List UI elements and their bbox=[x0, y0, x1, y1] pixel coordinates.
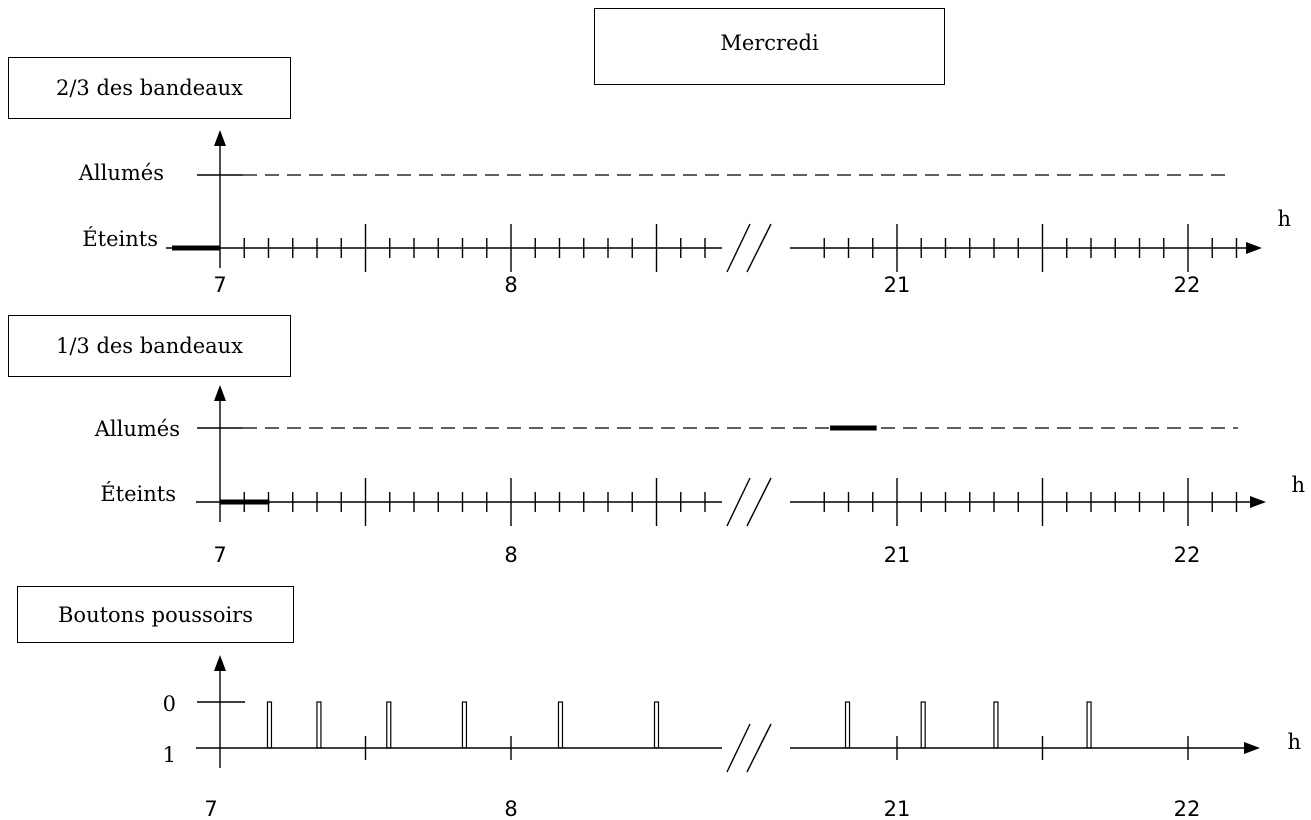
panel-1-time-axis-arrow bbox=[1246, 242, 1262, 254]
panel-3-pulse-4 bbox=[557, 701, 564, 749]
panel-title-box-1: 2/3 des bandeaux bbox=[8, 57, 291, 119]
panel-2-low-label: Éteints bbox=[100, 482, 176, 506]
panel-2-high-label: Allumés bbox=[94, 417, 180, 441]
panel-title-2: 1/3 des bandeaux bbox=[55, 334, 244, 358]
panel-1-tick-label-22: 22 bbox=[1174, 273, 1201, 297]
panel-1-tick-label-8: 8 bbox=[504, 273, 517, 297]
day-title-box: Mercredi bbox=[594, 8, 945, 85]
panel-1-axis-break-mark-1 bbox=[726, 223, 751, 273]
panel-3-pulse-7 bbox=[920, 701, 926, 749]
panel-3-pulse-6 bbox=[844, 701, 851, 749]
panel-3-time-axis-arrow bbox=[1244, 742, 1260, 754]
panel-1-tick-label-21: 21 bbox=[884, 273, 911, 297]
panel-3-pulse-5 bbox=[653, 701, 660, 749]
panel-3-unit-label: h bbox=[1287, 730, 1301, 754]
panel-3-pulse-3 bbox=[461, 701, 468, 749]
panel-3-pulse-1 bbox=[316, 701, 322, 749]
day-title: Mercredi bbox=[720, 31, 819, 55]
panel-title-box-2: 1/3 des bandeaux bbox=[8, 315, 291, 377]
panel-3-tick-label-21: 21 bbox=[884, 797, 911, 820]
panel-2-time-axis-arrow bbox=[1250, 496, 1266, 508]
panel-2-axis-break-mark-1 bbox=[726, 477, 751, 527]
panel-1-high-label: Allumés bbox=[78, 161, 164, 185]
panel-2-axis-break-mark-2 bbox=[746, 477, 772, 527]
panel-1-low-label: Éteints bbox=[82, 227, 158, 251]
panel-2-tick-label-22: 22 bbox=[1174, 543, 1201, 567]
panel-3-high-label: 0 bbox=[163, 692, 176, 716]
panel-3-low-label: 1 bbox=[163, 743, 176, 767]
panel-1-unit-label: h bbox=[1277, 207, 1291, 231]
panel-3-tick-label-22: 22 bbox=[1174, 797, 1201, 820]
panel-2-unit-label: h bbox=[1291, 473, 1305, 497]
panel-3-pulse-2 bbox=[386, 701, 392, 749]
panel-3: 0 1 h 7 8 21 22 bbox=[163, 692, 1301, 820]
panel-3-axis-break-mark-1 bbox=[726, 723, 751, 773]
panel-3-axis-break-mark-2 bbox=[746, 723, 772, 773]
panel-3-pulse-0 bbox=[266, 701, 273, 749]
panel-2: Allumés Éteints h 7 8 21 22 bbox=[94, 417, 1305, 567]
panel-title-1: 2/3 des bandeaux bbox=[55, 76, 244, 100]
panel-3-pulse-9 bbox=[1086, 701, 1092, 749]
panel-3-tick-label-7: 7 bbox=[204, 797, 217, 820]
panel-title-3: Boutons poussoirs bbox=[58, 602, 253, 627]
panel-3-pulse-8 bbox=[993, 701, 999, 749]
panel-2-tick-label-8: 8 bbox=[504, 543, 517, 567]
panel-1: Allumés Éteints h 7 8 21 22 bbox=[78, 161, 1291, 297]
panel-2-tick-label-7: 7 bbox=[213, 543, 226, 567]
panel-1-axis-break-mark-2 bbox=[746, 223, 772, 273]
panel-title-box-3: Boutons poussoirs bbox=[17, 586, 294, 643]
panel-2-tick-label-21: 21 bbox=[884, 543, 911, 567]
panel-1-vertical-axis-arrow bbox=[214, 130, 226, 146]
panel-2-vertical-axis-arrow bbox=[214, 385, 226, 401]
panel-3-vertical-axis-arrow bbox=[214, 655, 226, 671]
panel-3-tick-label-8: 8 bbox=[504, 797, 517, 820]
panel-1-tick-label-7: 7 bbox=[213, 273, 226, 297]
